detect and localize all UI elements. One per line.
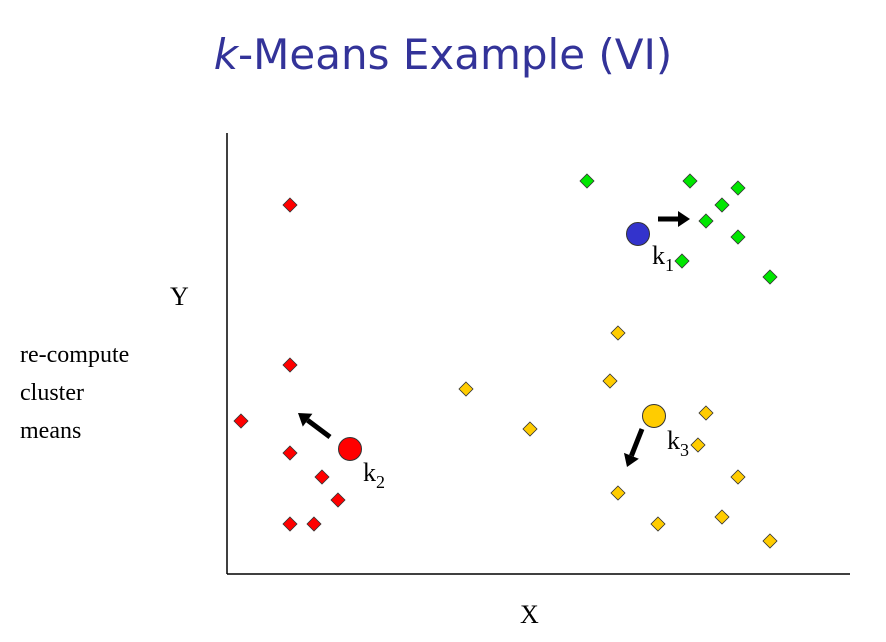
centroid-k3 xyxy=(642,404,666,428)
centroid-label-k2: k2 xyxy=(363,458,385,492)
cluster-1-point xyxy=(730,229,746,245)
k2-arrow-shaft xyxy=(306,418,332,440)
step-note: re-compute cluster means xyxy=(20,336,129,450)
cluster-1-point xyxy=(730,180,746,196)
cluster-1-point xyxy=(579,173,595,189)
cluster-1-point xyxy=(698,213,714,229)
centroid-label-k1: k1 xyxy=(652,241,674,275)
k3-arrow-shaft xyxy=(629,428,645,457)
cluster-2-point xyxy=(330,492,346,508)
cluster-3-point xyxy=(522,421,538,437)
cluster-3-point xyxy=(690,437,706,453)
x-axis-label: X xyxy=(520,600,539,629)
cluster-2-point xyxy=(306,516,322,532)
cluster-3-point xyxy=(458,381,474,397)
cluster-3-point xyxy=(610,325,626,341)
cluster-2-point xyxy=(282,445,298,461)
centroid-label-subscript: 2 xyxy=(376,472,385,492)
k2-arrow-head xyxy=(298,413,313,427)
cluster-1-point xyxy=(714,197,730,213)
data-points xyxy=(233,173,778,549)
movement-arrows xyxy=(298,211,690,467)
cluster-1-point xyxy=(674,253,690,269)
cluster-3-point xyxy=(714,509,730,525)
k3-arrow xyxy=(623,428,645,467)
centroid-label-name: k xyxy=(652,241,665,270)
cluster-3-point xyxy=(698,405,714,421)
centroid-label-k3: k3 xyxy=(667,426,689,460)
centroid-label-name: k xyxy=(667,426,680,455)
note-line-3: means xyxy=(20,418,82,444)
y-axis-label: Y xyxy=(170,282,189,311)
centroid-label-subscript: 3 xyxy=(680,440,689,460)
k2-arrow xyxy=(298,413,332,440)
k1-arrow xyxy=(658,211,690,227)
centroid-markers xyxy=(338,222,666,461)
cluster-1-point xyxy=(682,173,698,189)
title-rest: -Means Example (VI) xyxy=(238,30,673,79)
cluster-2-point xyxy=(314,469,330,485)
centroid-k1 xyxy=(626,222,650,246)
k1-arrow-head xyxy=(678,211,690,227)
centroid-label-subscript: 1 xyxy=(665,255,674,275)
slide-title: k-Means Example (VI) xyxy=(0,30,886,79)
cluster-3-point xyxy=(610,485,626,501)
title-k: k xyxy=(213,30,239,79)
cluster-2-point xyxy=(282,357,298,373)
k3-arrow-head xyxy=(623,452,639,467)
cluster-1-point xyxy=(762,269,778,285)
axes xyxy=(226,133,850,575)
cluster-2-point xyxy=(282,516,298,532)
cluster-3-point xyxy=(762,533,778,549)
cluster-3-point xyxy=(730,469,746,485)
note-line-2: cluster xyxy=(20,380,84,406)
cluster-2-point xyxy=(233,413,249,429)
cluster-2-point xyxy=(282,197,298,213)
cluster-3-point xyxy=(602,373,618,389)
cluster-3-point xyxy=(650,516,666,532)
note-line-1: re-compute xyxy=(20,342,130,368)
centroid-k2 xyxy=(338,437,362,461)
centroid-label-name: k xyxy=(363,458,376,487)
